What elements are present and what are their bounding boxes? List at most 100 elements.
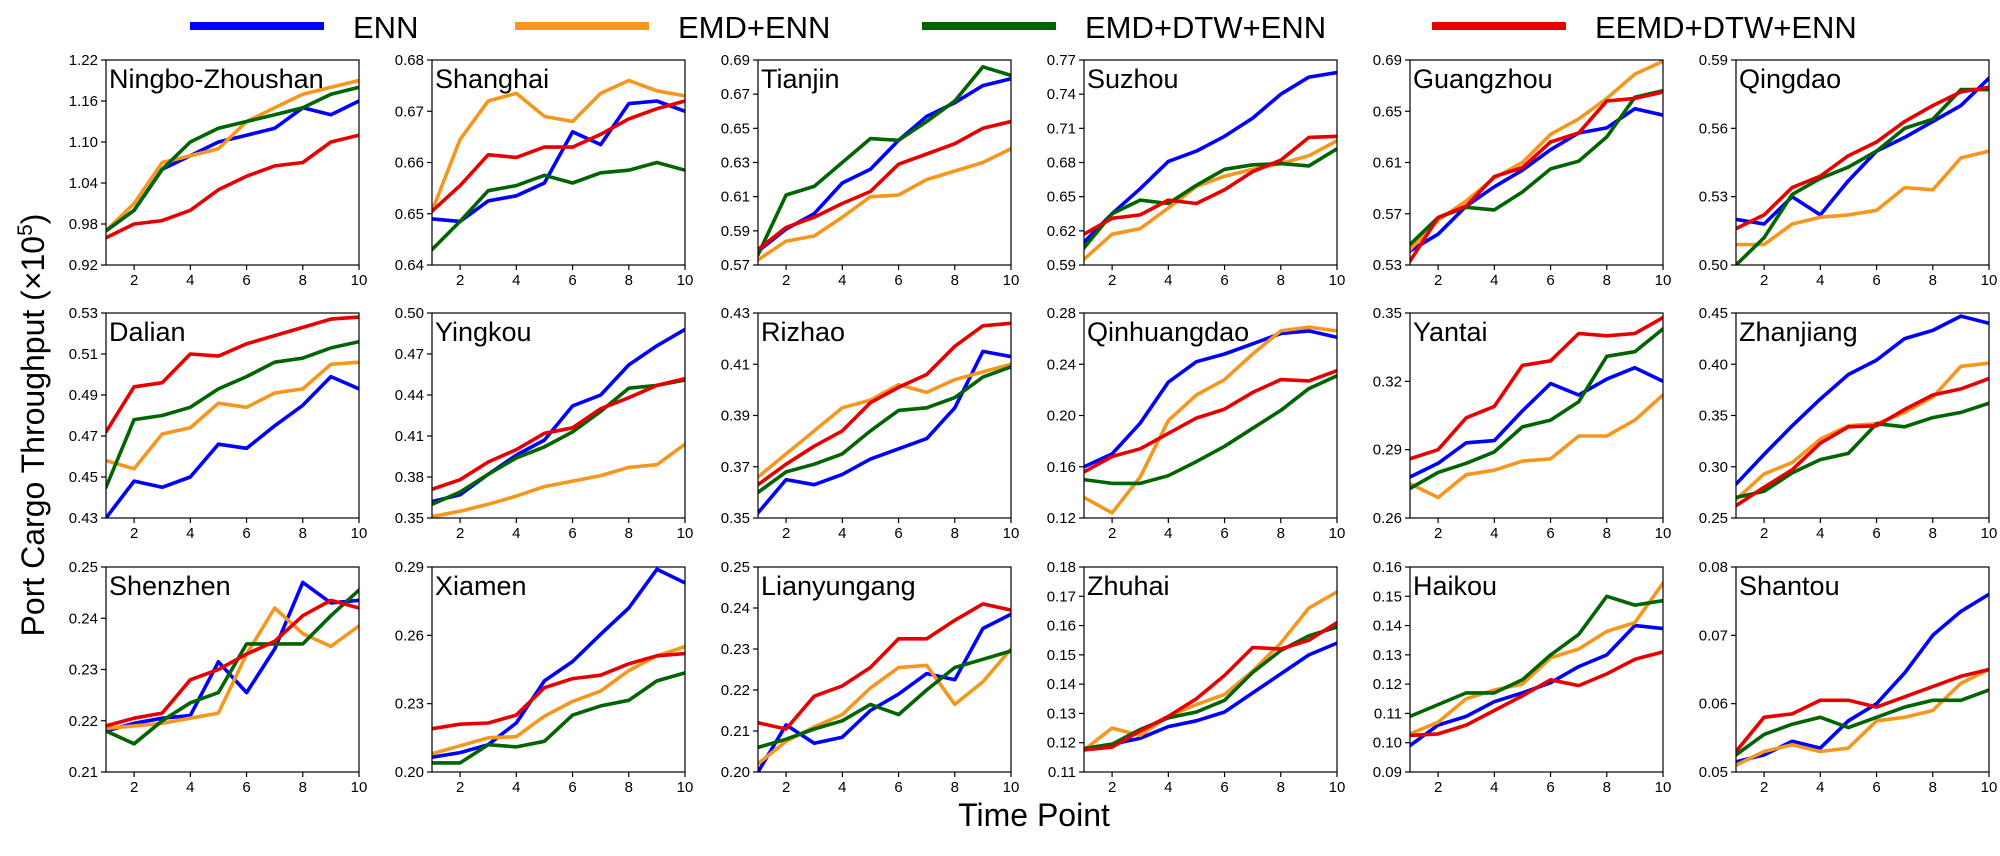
x-tick-label-8-4: 10: [1003, 525, 1020, 542]
panel-frame-15: [1083, 566, 1338, 773]
y-tick-label-3-6: 0.77: [1047, 52, 1076, 69]
x-tick-label-10-4: 10: [1655, 525, 1672, 542]
panel-frame-13: [431, 566, 686, 773]
series-line-6-1: [106, 360, 359, 471]
x-tick-label-13-3: 8: [625, 779, 633, 796]
x-tick-label-3-4: 10: [1329, 272, 1346, 289]
x-tick-label-2-3: 8: [951, 272, 959, 289]
x-tick-label-14-1: 4: [838, 779, 846, 796]
y-tick-label-7-0: 0.35: [395, 510, 424, 527]
x-tick-label-17-0: 2: [1760, 779, 1768, 796]
x-tick-label-14-0: 2: [782, 779, 790, 796]
series-line-4-2: [1410, 88, 1663, 247]
series-line-14-3: [758, 602, 1011, 731]
x-tick-label-13-2: 6: [568, 779, 576, 796]
x-tick-label-16-1: 4: [1490, 779, 1498, 796]
x-tick-label-0-0: 2: [130, 272, 138, 289]
x-tick-label-13-1: 4: [512, 779, 520, 796]
x-tick-label-15-3: 8: [1277, 779, 1285, 796]
series-line-2-2: [758, 65, 1011, 257]
y-tick-label-16-4: 0.13: [1373, 647, 1402, 664]
series-line-7-1: [432, 442, 685, 518]
y-axis-label-exponent: 5: [14, 224, 37, 236]
x-tick-label-9-3: 8: [1277, 525, 1285, 542]
panel-4: 2 4 6 8 10 0.53 0.57 0.61 0.65 0.69 Guangzhou: [1373, 52, 1672, 289]
y-tick-label-7-3: 0.44: [395, 387, 424, 404]
x-tick-label-16-2: 6: [1546, 779, 1554, 796]
x-tick-label-11-3: 8: [1929, 525, 1937, 542]
y-tick-label-10-0: 0.26: [1373, 510, 1402, 527]
y-tick-label-4-2: 0.61: [1373, 155, 1402, 172]
y-tick-label-0-4: 1.16: [69, 93, 98, 110]
y-tick-label-3-2: 0.65: [1047, 189, 1076, 206]
series-line-12-3: [106, 598, 359, 728]
y-tick-label-7-2: 0.41: [395, 428, 424, 445]
panel-title-13: Xiamen: [435, 571, 527, 601]
x-tick-label-3-1: 4: [1164, 272, 1172, 289]
series-line-11-3: [1736, 376, 1989, 508]
y-tick-label-5-0: 0.50: [1699, 257, 1728, 274]
panel-title-2: Tianjin: [761, 64, 840, 94]
x-tick-label-3-0: 2: [1108, 272, 1116, 289]
y-tick-label-8-1: 0.37: [721, 459, 750, 476]
series-line-5-3: [1736, 85, 1989, 231]
series-line-14-0: [758, 612, 1011, 772]
panel-5: 2 4 6 8 10 0.50 0.53 0.56 0.59 Qingdao: [1699, 52, 1998, 289]
y-tick-label-15-3: 0.14: [1047, 676, 1076, 693]
panel-frame-17: [1735, 566, 1990, 773]
y-tick-label-4-0: 0.53: [1373, 257, 1402, 274]
panel-title-17: Shantou: [1739, 571, 1840, 601]
panel-title-6: Dalian: [109, 317, 186, 347]
series-line-7-0: [432, 327, 685, 504]
series-line-15-3: [1084, 620, 1337, 752]
panel-title-5: Qingdao: [1739, 64, 1841, 94]
x-tick-label-15-4: 10: [1329, 779, 1346, 796]
y-tick-label-1-0: 0.64: [395, 257, 424, 274]
panel-15: 2 4 6 8 10 0.11 0.12 0.13 0.14 0.15 0.16 0.17 0.18 Zh…: [1047, 559, 1346, 796]
series-line-16-1: [1410, 581, 1663, 736]
y-tick-label-6-5: 0.53: [69, 305, 98, 322]
y-tick-label-1-2: 0.66: [395, 155, 424, 172]
panel-frame-7: [431, 312, 686, 519]
panel-frame-10: [1409, 312, 1664, 519]
y-tick-label-6-2: 0.47: [69, 428, 98, 445]
x-tick-label-7-0: 2: [456, 525, 464, 542]
x-tick-label-7-1: 4: [512, 525, 520, 542]
y-tick-label-12-2: 0.23: [69, 662, 98, 679]
y-tick-label-14-3: 0.23: [721, 641, 750, 658]
y-tick-label-8-4: 0.43: [721, 305, 750, 322]
x-tick-label-6-1: 4: [186, 525, 194, 542]
x-tick-label-9-1: 4: [1164, 525, 1172, 542]
x-tick-label-7-2: 6: [568, 525, 576, 542]
x-tick-label-0-1: 4: [186, 272, 194, 289]
panel-0: 2 4 6 8 10 0.92 0.98 1.04 1.10 1.16 1.22 Ningbo-Zho…: [69, 52, 368, 289]
y-tick-label-9-0: 0.12: [1047, 510, 1076, 527]
series-line-11-0: [1736, 314, 1989, 487]
legend-label-3: EEMD+DTW+ENN: [1595, 10, 1857, 45]
x-tick-label-15-0: 2: [1108, 779, 1116, 796]
y-tick-label-15-4: 0.15: [1047, 647, 1076, 664]
panel-title-4: Guangzhou: [1413, 64, 1553, 94]
x-tick-label-12-1: 4: [186, 779, 194, 796]
x-tick-label-11-0: 2: [1760, 525, 1768, 542]
series-line-6-2: [106, 339, 359, 490]
y-tick-label-14-2: 0.22: [721, 682, 750, 699]
series-line-12-2: [106, 588, 359, 746]
x-tick-label-14-2: 6: [894, 779, 902, 796]
y-tick-label-15-6: 0.17: [1047, 588, 1076, 605]
series-line-16-2: [1410, 594, 1663, 719]
x-tick-label-2-0: 2: [782, 272, 790, 289]
y-tick-label-13-3: 0.29: [395, 559, 424, 576]
series-line-13-3: [432, 651, 685, 731]
y-tick-label-5-1: 0.53: [1699, 189, 1728, 206]
x-tick-label-2-4: 10: [1003, 272, 1020, 289]
y-tick-label-5-2: 0.56: [1699, 120, 1728, 137]
series-line-0-0: [106, 99, 359, 233]
y-tick-label-0-5: 1.22: [69, 52, 98, 69]
series-line-17-3: [1736, 667, 1989, 754]
panel-frame-6: [105, 312, 360, 519]
series-line-14-1: [758, 647, 1011, 766]
x-tick-label-12-0: 2: [130, 779, 138, 796]
y-tick-label-10-3: 0.35: [1373, 305, 1402, 322]
x-tick-label-0-3: 8: [299, 272, 307, 289]
